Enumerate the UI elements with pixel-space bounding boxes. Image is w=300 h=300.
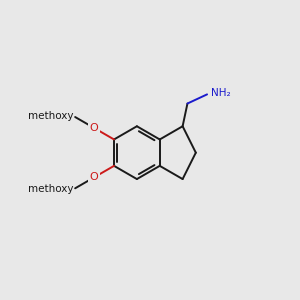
Text: methoxy: methoxy (28, 184, 74, 194)
Text: O: O (89, 172, 98, 182)
Text: O: O (89, 123, 98, 133)
Text: methoxy: methoxy (28, 111, 74, 121)
Text: NH₂: NH₂ (211, 88, 230, 98)
